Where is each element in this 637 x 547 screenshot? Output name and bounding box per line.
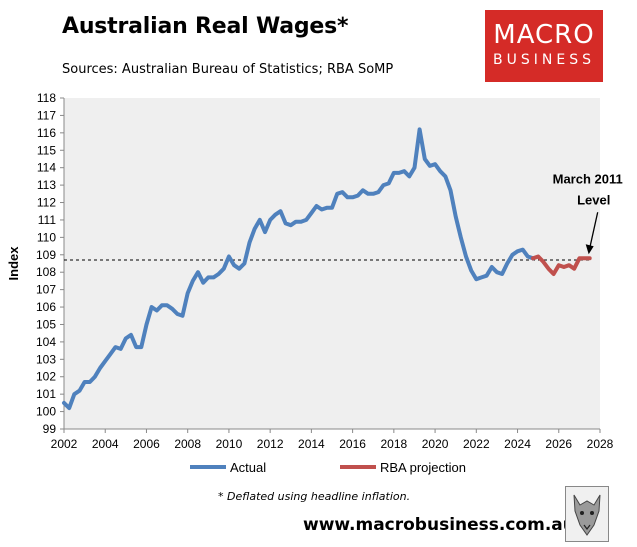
- annotation-arrowhead: [585, 244, 594, 255]
- website-link[interactable]: www.macrobusiness.com.au: [303, 515, 575, 535]
- y-tick-label: 99: [43, 422, 57, 436]
- annotation: March 2011 Level: [553, 171, 623, 255]
- macrobusiness-logo[interactable]: MACRO BUSINESS: [485, 10, 603, 82]
- logo-line-2: BUSINESS: [493, 52, 595, 68]
- legend-label: RBA projection: [380, 460, 466, 475]
- y-tick-label: 103: [36, 352, 56, 366]
- y-tick-label: 110: [37, 230, 56, 244]
- x-tick-label: 2016: [339, 437, 366, 451]
- logo-line-1: MACRO: [493, 20, 595, 50]
- x-tick-label: 2028: [587, 437, 614, 451]
- y-tick-label: 115: [37, 143, 56, 157]
- chart-title: Australian Real Wages*: [62, 14, 349, 39]
- x-axis: 2002 2004 2006 2008 2010 2012 2014 2016 2018 2020…: [51, 428, 614, 451]
- annotation-text-line-1: March 2011: [553, 171, 623, 186]
- x-tick-label: 2002: [51, 437, 78, 451]
- series-group: [62, 127, 592, 411]
- y-tick-label: 107: [36, 283, 56, 297]
- y-tick-label: 111: [38, 213, 57, 227]
- y-tick-label: 100: [36, 405, 56, 419]
- footnote: * Deflated using headline inflation.: [218, 490, 411, 503]
- y-tick-label: 102: [36, 370, 56, 384]
- wolf-logo-icon: [565, 486, 609, 542]
- legend: Actual RBA projection: [190, 460, 466, 475]
- x-tick-label: 2018: [380, 437, 407, 451]
- y-tick-label: 109: [36, 248, 56, 262]
- series-line-actual: [62, 127, 535, 411]
- x-tick-label: 2012: [257, 437, 284, 451]
- annotation-text-line-2: Level: [577, 192, 610, 207]
- x-tick-label: 2008: [174, 437, 201, 451]
- y-tick-label: 114: [37, 161, 56, 175]
- y-tick-label: 116: [37, 126, 56, 140]
- chart-subtitle: Sources: Australian Bureau of Statistics…: [62, 62, 394, 77]
- x-tick-label: 2010: [216, 437, 243, 451]
- x-tick-label: 2026: [545, 437, 572, 451]
- y-tick-label: 105: [36, 317, 56, 331]
- x-tick-label: 2004: [92, 437, 119, 451]
- y-tick-label: 118: [37, 91, 56, 105]
- y-axis: 99 100 101 102 103 104 105 106 107 108 109 110 111 11…: [36, 91, 65, 436]
- annotation-arrow: [589, 212, 599, 249]
- y-tick-label: 104: [36, 335, 56, 349]
- plot-area: [64, 98, 600, 429]
- x-tick-label: 2024: [504, 437, 531, 451]
- legend-label: Actual: [230, 460, 266, 475]
- x-tick-label: 2006: [133, 437, 160, 451]
- series-line-rba-projection: [531, 254, 592, 276]
- y-tick-label: 112: [37, 196, 56, 210]
- x-tick-label: 2014: [298, 437, 325, 451]
- y-axis-label: Index: [6, 246, 21, 281]
- y-tick-label: 106: [36, 300, 56, 314]
- y-tick-label: 113: [37, 178, 56, 192]
- y-tick-label: 117: [37, 108, 56, 122]
- y-tick-label: 108: [36, 265, 56, 279]
- y-tick-label: 101: [36, 387, 56, 401]
- x-tick-label: 2020: [422, 437, 449, 451]
- x-tick-label: 2022: [463, 437, 490, 451]
